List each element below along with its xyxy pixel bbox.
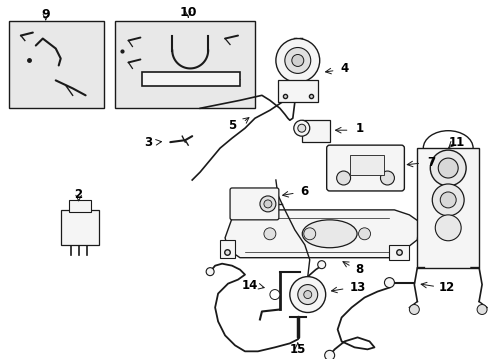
Text: 14: 14 bbox=[241, 279, 258, 292]
Text: 11: 11 bbox=[448, 136, 465, 149]
Circle shape bbox=[297, 285, 317, 305]
Circle shape bbox=[285, 48, 310, 73]
Circle shape bbox=[289, 276, 325, 312]
Circle shape bbox=[429, 150, 465, 186]
Circle shape bbox=[437, 158, 457, 178]
Bar bbox=[301, 120, 329, 142]
Text: 13: 13 bbox=[349, 281, 365, 294]
Text: 8: 8 bbox=[355, 263, 363, 276]
FancyBboxPatch shape bbox=[326, 145, 404, 191]
Text: 12: 12 bbox=[438, 281, 454, 294]
Text: 4: 4 bbox=[340, 62, 348, 75]
Circle shape bbox=[275, 39, 319, 82]
Text: 9: 9 bbox=[41, 8, 50, 21]
Circle shape bbox=[293, 120, 309, 136]
Circle shape bbox=[380, 171, 394, 185]
Circle shape bbox=[264, 200, 271, 208]
Circle shape bbox=[297, 124, 305, 132]
Bar bbox=[388, 245, 408, 260]
Bar bbox=[416, 148, 478, 268]
Circle shape bbox=[336, 171, 350, 185]
Circle shape bbox=[291, 54, 303, 67]
FancyBboxPatch shape bbox=[229, 188, 278, 220]
Circle shape bbox=[358, 228, 370, 240]
Polygon shape bbox=[224, 210, 419, 258]
Text: 10: 10 bbox=[179, 6, 197, 19]
Circle shape bbox=[324, 350, 334, 360]
Circle shape bbox=[206, 268, 214, 276]
Bar bbox=[349, 155, 384, 175]
Circle shape bbox=[260, 196, 275, 212]
Circle shape bbox=[408, 305, 419, 315]
Circle shape bbox=[476, 305, 486, 315]
Text: 15: 15 bbox=[289, 343, 305, 356]
Circle shape bbox=[431, 184, 463, 216]
Bar bbox=[9, 21, 103, 108]
Bar bbox=[68, 200, 90, 212]
Circle shape bbox=[303, 228, 315, 240]
Bar bbox=[277, 80, 317, 102]
Text: 1: 1 bbox=[355, 122, 363, 135]
Bar bbox=[115, 21, 254, 108]
Text: 6: 6 bbox=[300, 185, 308, 198]
Circle shape bbox=[439, 192, 455, 208]
Bar bbox=[61, 210, 99, 245]
Circle shape bbox=[303, 291, 311, 298]
Circle shape bbox=[269, 289, 279, 300]
Bar bbox=[220, 240, 235, 258]
Text: 7: 7 bbox=[427, 156, 434, 168]
Text: 5: 5 bbox=[227, 119, 236, 132]
Ellipse shape bbox=[302, 220, 356, 248]
Circle shape bbox=[264, 228, 275, 240]
Circle shape bbox=[317, 261, 325, 269]
Bar bbox=[142, 72, 240, 86]
Circle shape bbox=[384, 278, 394, 288]
Circle shape bbox=[434, 215, 460, 241]
Text: 2: 2 bbox=[75, 188, 82, 202]
Text: 3: 3 bbox=[144, 136, 152, 149]
